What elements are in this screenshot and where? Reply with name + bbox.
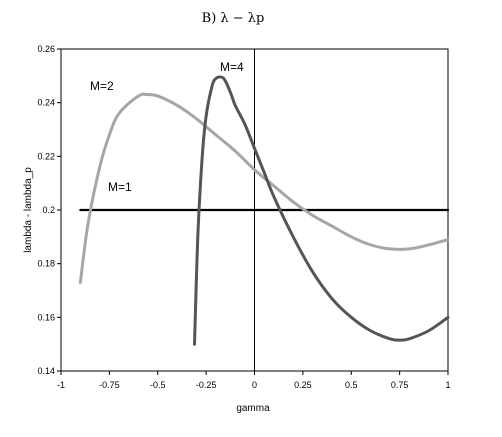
y-axis-ticks: 0.14 0.16 0.18 0.2 0.22 0.24 0.26 bbox=[37, 44, 61, 376]
y-tick-label: 0.2 bbox=[42, 205, 55, 215]
x-axis-label: gamma bbox=[236, 403, 270, 414]
x-tick-label: -0.5 bbox=[150, 380, 166, 390]
series-label-m2: M=2 bbox=[90, 79, 114, 93]
chart-title: B) λ − λp bbox=[202, 11, 265, 26]
y-axis-label: lambda - lambda_p bbox=[23, 167, 34, 253]
x-tick-label: -0.25 bbox=[196, 380, 217, 390]
x-tick-label: -1 bbox=[57, 380, 65, 390]
series-label-m1: M=1 bbox=[108, 180, 132, 194]
series-label-m4: M=4 bbox=[220, 60, 244, 74]
x-axis-ticks: -1 -0.75 -0.5 -0.25 0 0.25 0.5 0.75 1 bbox=[57, 371, 451, 390]
y-tick-label: 0.18 bbox=[37, 259, 55, 269]
series-line-m4 bbox=[193, 75, 450, 346]
y-tick-label: 0.24 bbox=[37, 98, 55, 108]
x-tick-label: 0.5 bbox=[345, 380, 358, 390]
series-line-m2 bbox=[78, 92, 450, 284]
y-tick-label: 0.14 bbox=[37, 366, 55, 376]
x-tick-label: 0.25 bbox=[294, 380, 312, 390]
series-group bbox=[78, 75, 450, 346]
y-tick-label: 0.16 bbox=[37, 312, 55, 322]
x-tick-label: 0 bbox=[252, 380, 257, 390]
y-tick-label: 0.26 bbox=[37, 44, 55, 54]
y-tick-label: 0.22 bbox=[37, 151, 55, 161]
x-tick-label: -0.75 bbox=[99, 380, 120, 390]
x-tick-label: 0.75 bbox=[391, 380, 409, 390]
x-tick-label: 1 bbox=[445, 380, 450, 390]
